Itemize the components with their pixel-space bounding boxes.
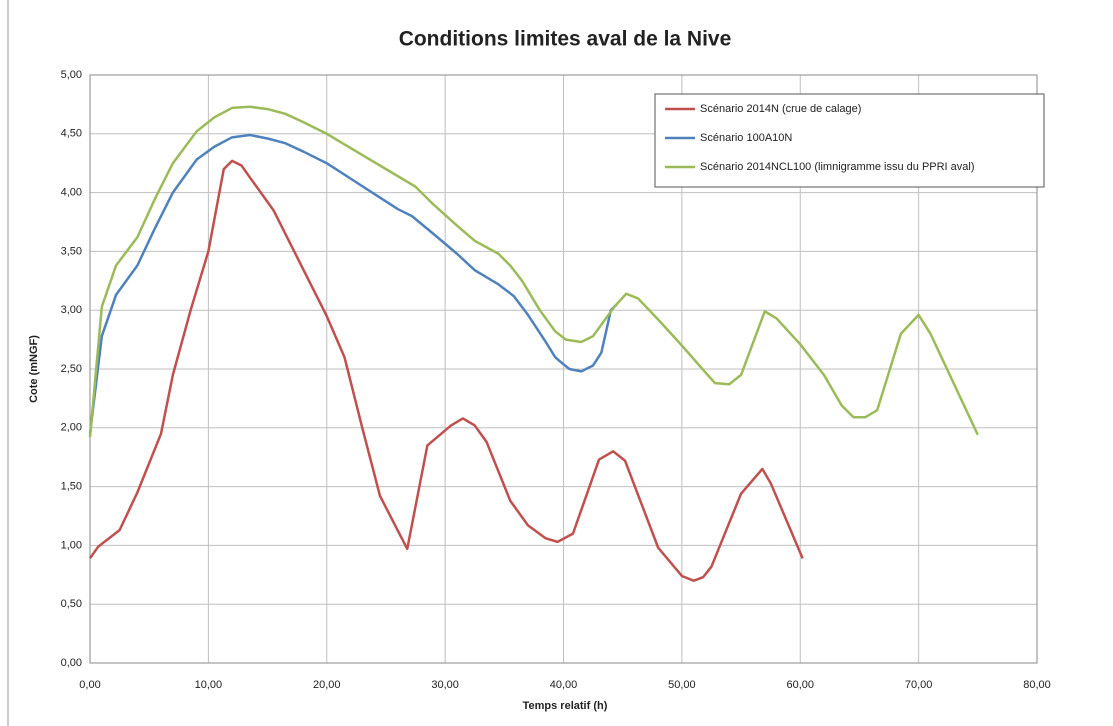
y-tick-label: 3,00: [61, 304, 82, 316]
x-tick-label: 0,00: [79, 679, 100, 691]
x-tick-label: 30,00: [431, 679, 459, 691]
y-tick-label: 4,00: [61, 187, 82, 199]
y-tick-label: 3,50: [61, 245, 82, 257]
y-tick-label: 5,00: [61, 69, 82, 81]
series-line: [88, 159, 804, 582]
legend-label: Scénario 100A10N: [700, 132, 792, 144]
plot-border: [89, 74, 1038, 664]
series-line: [88, 133, 618, 434]
y-tick-label: 0,50: [61, 598, 82, 610]
x-tick-label: 60,00: [786, 679, 814, 691]
y-tick-label: 2,00: [61, 422, 82, 434]
x-tick-label: 10,00: [195, 679, 223, 691]
x-tick-label: 20,00: [313, 679, 341, 691]
y-tick-label: 1,50: [61, 481, 82, 493]
legend-box: [654, 93, 1045, 188]
y-tick-label: 0,00: [61, 657, 82, 669]
x-axis-label: Temps relatif (h): [523, 700, 608, 712]
y-tick-label: 2,50: [61, 363, 82, 375]
x-tick-label: 70,00: [905, 679, 933, 691]
y-tick-label: 4,50: [61, 128, 82, 140]
x-tick-label: 80,00: [1023, 679, 1051, 691]
x-tick-label: 40,00: [550, 679, 578, 691]
series-line: [88, 105, 979, 438]
y-axis-label: Cote (mNGF): [28, 335, 40, 403]
chart-title: Conditions limites aval de la Nive: [399, 28, 732, 51]
x-tick-label: 50,00: [668, 679, 696, 691]
y-tick-label: 1,00: [61, 539, 82, 551]
legend-label: Scénario 2014N (crue de calage): [700, 103, 861, 115]
legend-label: Scénario 2014NCL100 (limnigramme issu du…: [700, 161, 975, 173]
